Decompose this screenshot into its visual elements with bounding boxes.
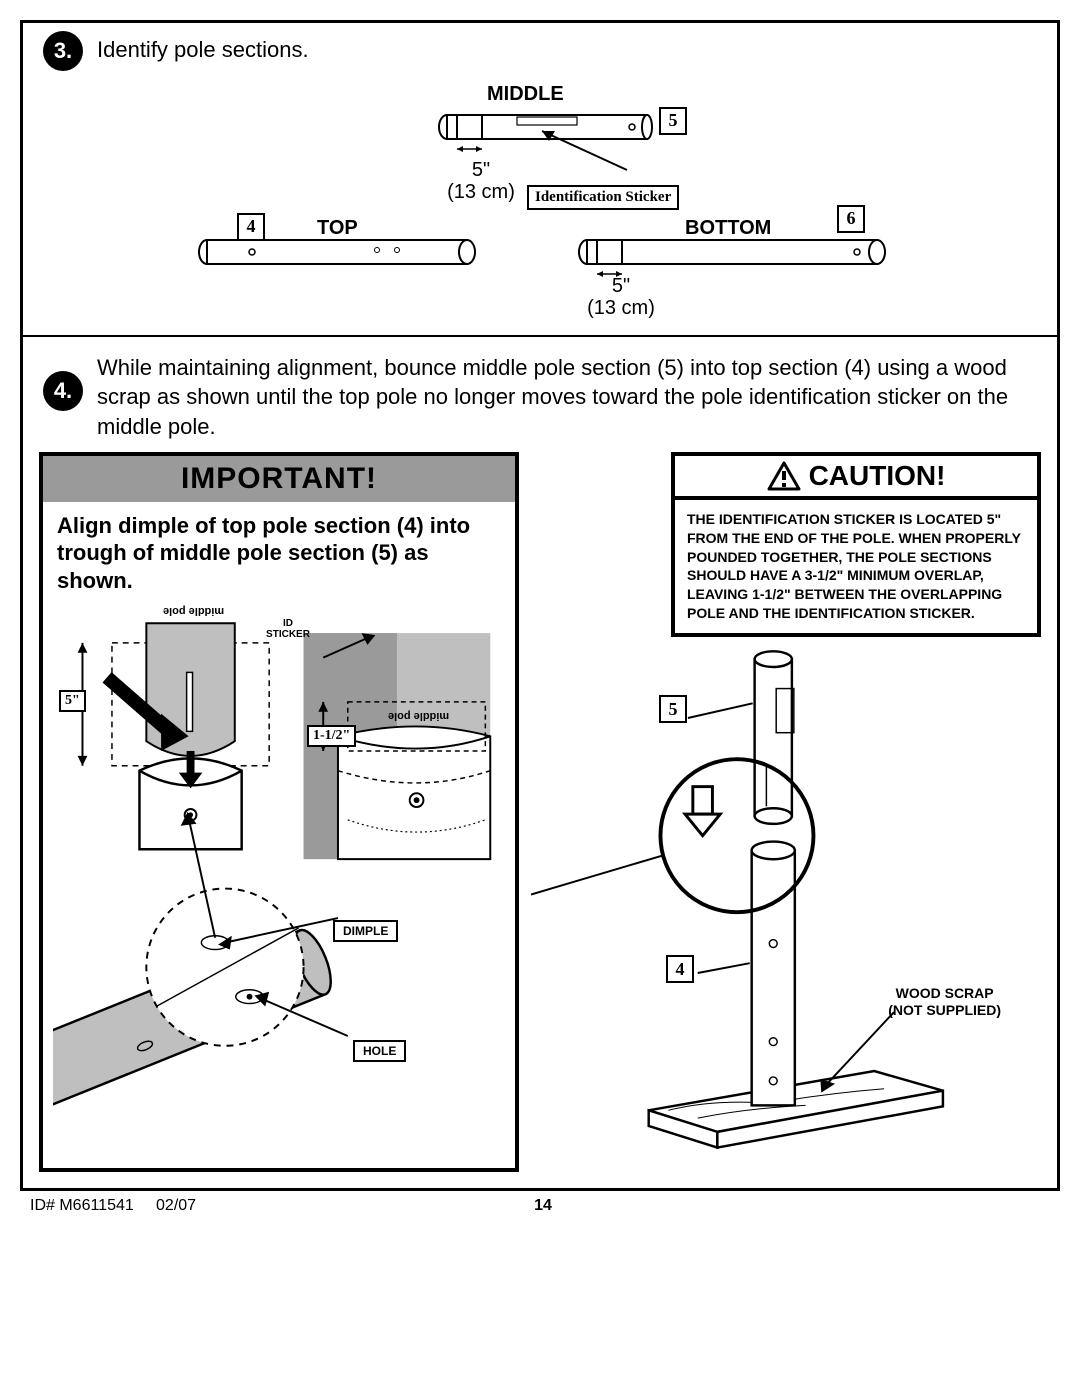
step3-row: 3. Identify pole sections. bbox=[23, 23, 1057, 329]
important-subtext: Align dimple of top pole section (4) int… bbox=[43, 502, 515, 601]
hole-label: HOLE bbox=[353, 1040, 406, 1062]
part-6-box: 6 bbox=[837, 205, 865, 233]
important-diagram: 5" middle pole ID STICKER middle pole 1-… bbox=[53, 600, 505, 1158]
warning-icon bbox=[767, 461, 801, 491]
middle-dim-in: 5" bbox=[472, 159, 490, 181]
wood-scrap-label: WOOD SCRAP (NOT SUPPLIED) bbox=[888, 985, 1001, 1019]
bottom-label: BOTTOM bbox=[685, 217, 771, 240]
step3-text: Identify pole sections. bbox=[97, 31, 1037, 65]
footer-date: 02/07 bbox=[156, 1197, 196, 1214]
step4-row: 4. While maintaining alignment, bounce m… bbox=[23, 337, 1057, 446]
step4-text: While maintaining alignment, bounce midd… bbox=[97, 349, 1037, 442]
top-label: TOP bbox=[317, 217, 358, 240]
assembly-svg bbox=[531, 637, 1041, 1172]
assembly-part-5: 5 bbox=[659, 695, 687, 723]
dim-5in: 5" bbox=[59, 690, 86, 712]
middle-label: MIDDLE bbox=[487, 83, 564, 106]
caution-header: CAUTION! bbox=[675, 456, 1037, 500]
footer-page: 14 bbox=[534, 1197, 552, 1215]
id-sticker-small: ID STICKER bbox=[263, 618, 313, 640]
caution-title: CAUTION! bbox=[809, 460, 946, 492]
dimple-label: DIMPLE bbox=[333, 920, 398, 942]
middle-dim-cm: (13 cm) bbox=[447, 181, 515, 203]
part-4-box: 4 bbox=[237, 213, 265, 241]
dim-15in: 1-1/2" bbox=[307, 725, 356, 747]
step3-section: 3. Identify pole sections. bbox=[23, 23, 1057, 337]
caution-box: CAUTION! THE IDENTIFICATION STICKER IS L… bbox=[671, 452, 1041, 637]
page-footer: ID# M6611541 02/07 14 bbox=[20, 1191, 1060, 1215]
lower-content: IMPORTANT! Align dimple of top pole sect… bbox=[23, 446, 1057, 1188]
caution-body: THE IDENTIFICATION STICKER IS LOCATED 5"… bbox=[675, 500, 1037, 633]
assembly-part-4: 4 bbox=[666, 955, 694, 983]
step3-number: 3. bbox=[43, 31, 83, 71]
important-header: IMPORTANT! bbox=[43, 456, 515, 502]
footer-id: ID# M6611541 bbox=[30, 1197, 134, 1214]
middle-pole-label-1: middle pole bbox=[163, 605, 224, 617]
pole-sections-diagram: MIDDLE 5 5" (13 cm) Identification Stick… bbox=[97, 65, 1037, 325]
important-box: IMPORTANT! Align dimple of top pole sect… bbox=[39, 452, 519, 1172]
id-sticker-label: Identification Sticker bbox=[527, 185, 679, 210]
right-column: CAUTION! THE IDENTIFICATION STICKER IS L… bbox=[531, 452, 1041, 1172]
bottom-dim-cm: (13 cm) bbox=[587, 297, 655, 319]
important-svg bbox=[53, 600, 505, 1158]
page-frame: 3. Identify pole sections. bbox=[20, 20, 1060, 1191]
assembly-diagram: 5 4 WOOD SCRAP (NOT SUPPLIED) bbox=[531, 637, 1041, 1172]
part-5-box: 5 bbox=[659, 107, 687, 135]
middle-pole-label-2: middle pole bbox=[388, 710, 449, 722]
bottom-dim-in: 5" bbox=[612, 275, 630, 297]
step4-number: 4. bbox=[43, 371, 83, 411]
